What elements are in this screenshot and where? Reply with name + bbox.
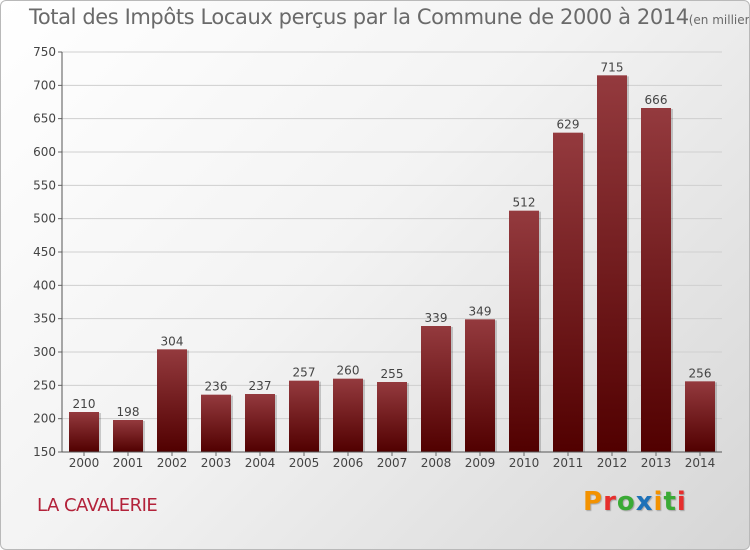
bar — [509, 210, 539, 452]
x-tick-label: 2008 — [421, 456, 452, 470]
y-tick-label: 550 — [33, 178, 56, 192]
bar — [421, 326, 451, 452]
logo-letter: P — [583, 487, 604, 517]
x-tick-label: 2001 — [113, 456, 144, 470]
y-tick-label: 200 — [33, 412, 56, 426]
x-tick-label: 2012 — [597, 456, 628, 470]
bar — [113, 420, 143, 452]
logo-letter: t — [663, 487, 677, 517]
bar — [157, 349, 187, 452]
logo-letter: x — [635, 487, 654, 517]
y-tick-label: 300 — [33, 345, 56, 359]
x-tick-label: 2000 — [69, 456, 100, 470]
bar — [553, 132, 583, 452]
y-tick-label: 500 — [33, 212, 56, 226]
y-tick-label: 150 — [33, 445, 56, 459]
bar-value-label: 256 — [689, 366, 712, 380]
x-tick-label: 2004 — [245, 456, 276, 470]
y-tick-label: 450 — [33, 245, 56, 259]
bar-value-label: 349 — [469, 304, 492, 318]
y-tick-label: 600 — [33, 145, 56, 159]
logo-letter: i — [653, 487, 664, 517]
y-tick-label: 350 — [33, 312, 56, 326]
x-tick-label: 2002 — [157, 456, 188, 470]
bar-value-label: 210 — [73, 397, 96, 411]
y-tick-label: 650 — [33, 112, 56, 126]
x-tick-label: 2014 — [685, 456, 716, 470]
bar — [685, 381, 715, 452]
bar-value-label: 666 — [645, 93, 668, 107]
x-tick-label: 2006 — [333, 456, 364, 470]
x-tick-label: 2005 — [289, 456, 320, 470]
x-tick-label: 2011 — [553, 456, 584, 470]
x-tick-label: 2010 — [509, 456, 540, 470]
commune-name: LA CAVALERIE — [37, 495, 158, 516]
chart-subtitle: (en milliers d'€) — [688, 13, 750, 27]
x-tick-label: 2009 — [465, 456, 496, 470]
axes — [58, 51, 722, 456]
chart-title: Total des Impôts Locaux perçus par la Co… — [29, 5, 750, 29]
x-tick-label: 2003 — [201, 456, 232, 470]
bar-value-label: 512 — [513, 196, 536, 210]
labels: 150 200 250 300 350 400 450 500 550 600 650 700 750 2… — [33, 45, 715, 470]
bar — [377, 382, 407, 452]
bar-value-label: 339 — [425, 311, 448, 325]
bar — [245, 394, 275, 452]
bars — [69, 75, 717, 452]
bar — [201, 394, 231, 452]
bar — [597, 75, 627, 452]
bar — [333, 378, 363, 452]
chart-title-text: Total des Impôts Locaux perçus par la Co… — [29, 5, 689, 29]
bar-value-label: 236 — [205, 380, 228, 394]
bar — [465, 319, 495, 452]
y-tick-label: 250 — [33, 378, 56, 392]
logo-letter: i — [676, 487, 687, 517]
bar-value-label: 260 — [337, 364, 360, 378]
bar-value-label: 237 — [249, 379, 272, 393]
bar-value-label: 255 — [381, 367, 404, 381]
y-tick-label: 750 — [33, 45, 56, 59]
y-tick-label: 400 — [33, 278, 56, 292]
bar — [641, 108, 671, 452]
logo-letter: r — [603, 487, 617, 517]
y-tick-label: 700 — [33, 78, 56, 92]
bar-value-label: 715 — [601, 60, 624, 74]
bar-value-label: 198 — [117, 405, 140, 419]
bar-value-label: 304 — [161, 334, 184, 348]
logo-letter: o — [616, 487, 636, 517]
bar-value-label: 629 — [557, 118, 580, 132]
x-tick-label: 2007 — [377, 456, 408, 470]
bar — [289, 380, 319, 452]
bar-value-label: 257 — [293, 366, 316, 380]
x-tick-label: 2013 — [641, 456, 672, 470]
bar — [69, 412, 99, 452]
